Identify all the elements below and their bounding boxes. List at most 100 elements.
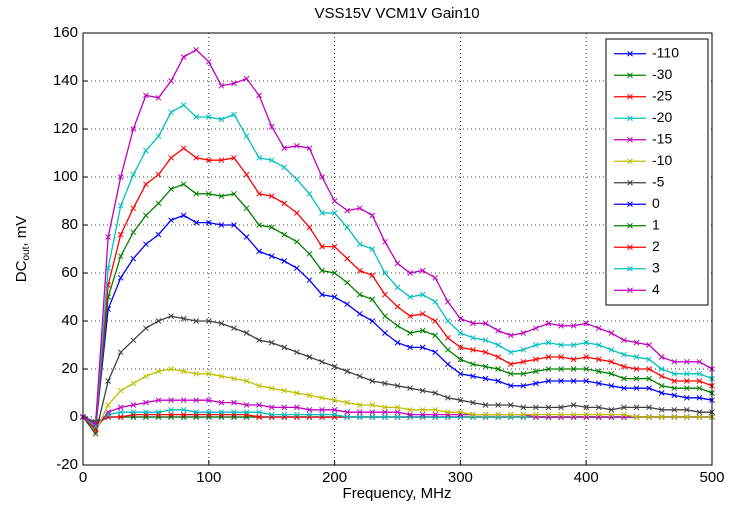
marker	[507, 332, 514, 339]
marker	[444, 414, 451, 420]
marker	[193, 370, 200, 377]
y-label-rest: , mV	[13, 216, 30, 247]
marker	[394, 409, 401, 416]
marker	[143, 147, 149, 154]
marker	[621, 411, 627, 418]
marker	[356, 310, 363, 317]
legend: -110 -30 -25 -20 -15 -10 -5 0 1 2 3 4	[605, 38, 709, 306]
marker	[558, 354, 564, 360]
marker	[256, 222, 262, 228]
marker	[419, 310, 426, 317]
marker	[243, 411, 250, 418]
marker	[92, 423, 99, 430]
marker	[482, 402, 489, 408]
marker	[382, 330, 388, 336]
marker	[633, 414, 640, 420]
marker	[520, 346, 527, 353]
marker	[180, 181, 187, 188]
marker	[130, 171, 137, 178]
marker	[218, 82, 225, 89]
marker	[243, 75, 250, 82]
marker	[495, 402, 501, 408]
marker	[117, 409, 124, 416]
marker	[533, 342, 539, 348]
marker	[533, 325, 539, 332]
x-tick-label: 500	[699, 469, 724, 486]
marker	[419, 291, 426, 298]
marker	[683, 406, 690, 413]
marker	[583, 354, 590, 360]
marker	[369, 318, 376, 324]
marker	[432, 411, 439, 418]
legend-label: -25	[652, 87, 672, 103]
marker	[231, 111, 237, 118]
marker	[382, 270, 388, 276]
marker	[356, 414, 363, 420]
x-tick-label: 100	[196, 469, 221, 486]
marker	[482, 349, 489, 356]
marker	[419, 387, 426, 394]
marker	[407, 411, 413, 418]
series-line	[82, 416, 712, 423]
marker	[331, 270, 338, 276]
marker	[306, 406, 313, 413]
marker	[457, 330, 464, 336]
marker	[671, 378, 678, 384]
marker	[444, 346, 451, 353]
marker	[671, 414, 678, 420]
marker	[608, 414, 615, 420]
marker	[457, 409, 464, 416]
marker	[143, 411, 149, 418]
marker	[482, 414, 489, 420]
marker	[231, 414, 237, 420]
marker	[382, 313, 388, 320]
y-label-main: DC	[13, 260, 30, 282]
marker	[545, 366, 552, 372]
marker	[294, 176, 300, 183]
marker	[168, 414, 174, 420]
marker	[533, 368, 539, 375]
marker	[583, 366, 590, 372]
marker	[627, 201, 633, 208]
marker	[306, 414, 313, 420]
y-tick-label: 120	[53, 120, 78, 137]
marker	[595, 325, 602, 332]
marker	[419, 344, 426, 351]
marker	[444, 411, 451, 418]
marker	[319, 394, 325, 401]
legend-label: -15	[652, 130, 672, 146]
marker	[646, 342, 652, 348]
marker	[432, 406, 439, 413]
marker	[168, 366, 174, 372]
marker	[570, 402, 577, 408]
marker	[482, 320, 489, 327]
marker	[205, 58, 212, 65]
y-tick-label: 60	[61, 264, 78, 281]
marker	[369, 378, 376, 384]
marker	[671, 392, 678, 399]
marker	[470, 414, 476, 420]
marker	[256, 414, 262, 420]
marker	[130, 380, 137, 387]
marker	[218, 409, 225, 416]
marker	[268, 339, 275, 346]
marker	[482, 411, 489, 418]
marker	[432, 390, 439, 396]
marker	[432, 298, 439, 305]
marker	[256, 337, 262, 344]
marker	[294, 414, 300, 420]
marker	[193, 397, 200, 404]
marker	[545, 339, 552, 346]
marker	[168, 406, 174, 413]
marker	[696, 370, 703, 377]
marker	[583, 404, 590, 411]
legend-label: 3	[652, 259, 660, 275]
marker	[306, 145, 313, 152]
marker	[268, 404, 275, 411]
marker	[143, 409, 149, 416]
marker	[155, 368, 162, 375]
marker	[205, 411, 212, 418]
marker	[117, 253, 124, 260]
marker	[155, 414, 162, 420]
